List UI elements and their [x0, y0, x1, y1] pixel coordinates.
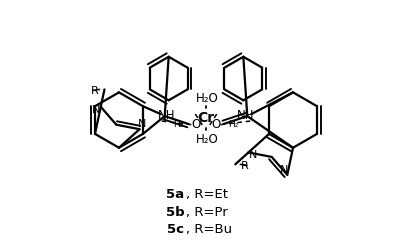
Text: O: O [211, 118, 220, 132]
Text: NH: NH [237, 108, 254, 122]
Text: H₂O: H₂O [196, 133, 218, 146]
Text: Cr: Cr [197, 111, 215, 125]
Text: R: R [91, 86, 98, 97]
Text: 5a: 5a [166, 188, 184, 201]
Text: H₂: H₂ [173, 120, 184, 128]
Text: N: N [249, 150, 258, 160]
Text: N: N [138, 119, 147, 129]
Text: N: N [92, 105, 100, 115]
Text: 5c: 5c [167, 223, 184, 236]
Text: H₂O: H₂O [196, 92, 218, 105]
Text: 5b: 5b [166, 206, 184, 218]
Text: R: R [241, 161, 249, 171]
Text: , R=Bu: , R=Bu [186, 223, 233, 236]
Text: , R=Pr: , R=Pr [186, 206, 228, 218]
Text: NH: NH [158, 108, 176, 122]
Text: O: O [192, 118, 201, 132]
Text: N: N [280, 165, 289, 175]
Text: H₂: H₂ [228, 120, 239, 128]
Text: , R=Et: , R=Et [186, 188, 228, 201]
